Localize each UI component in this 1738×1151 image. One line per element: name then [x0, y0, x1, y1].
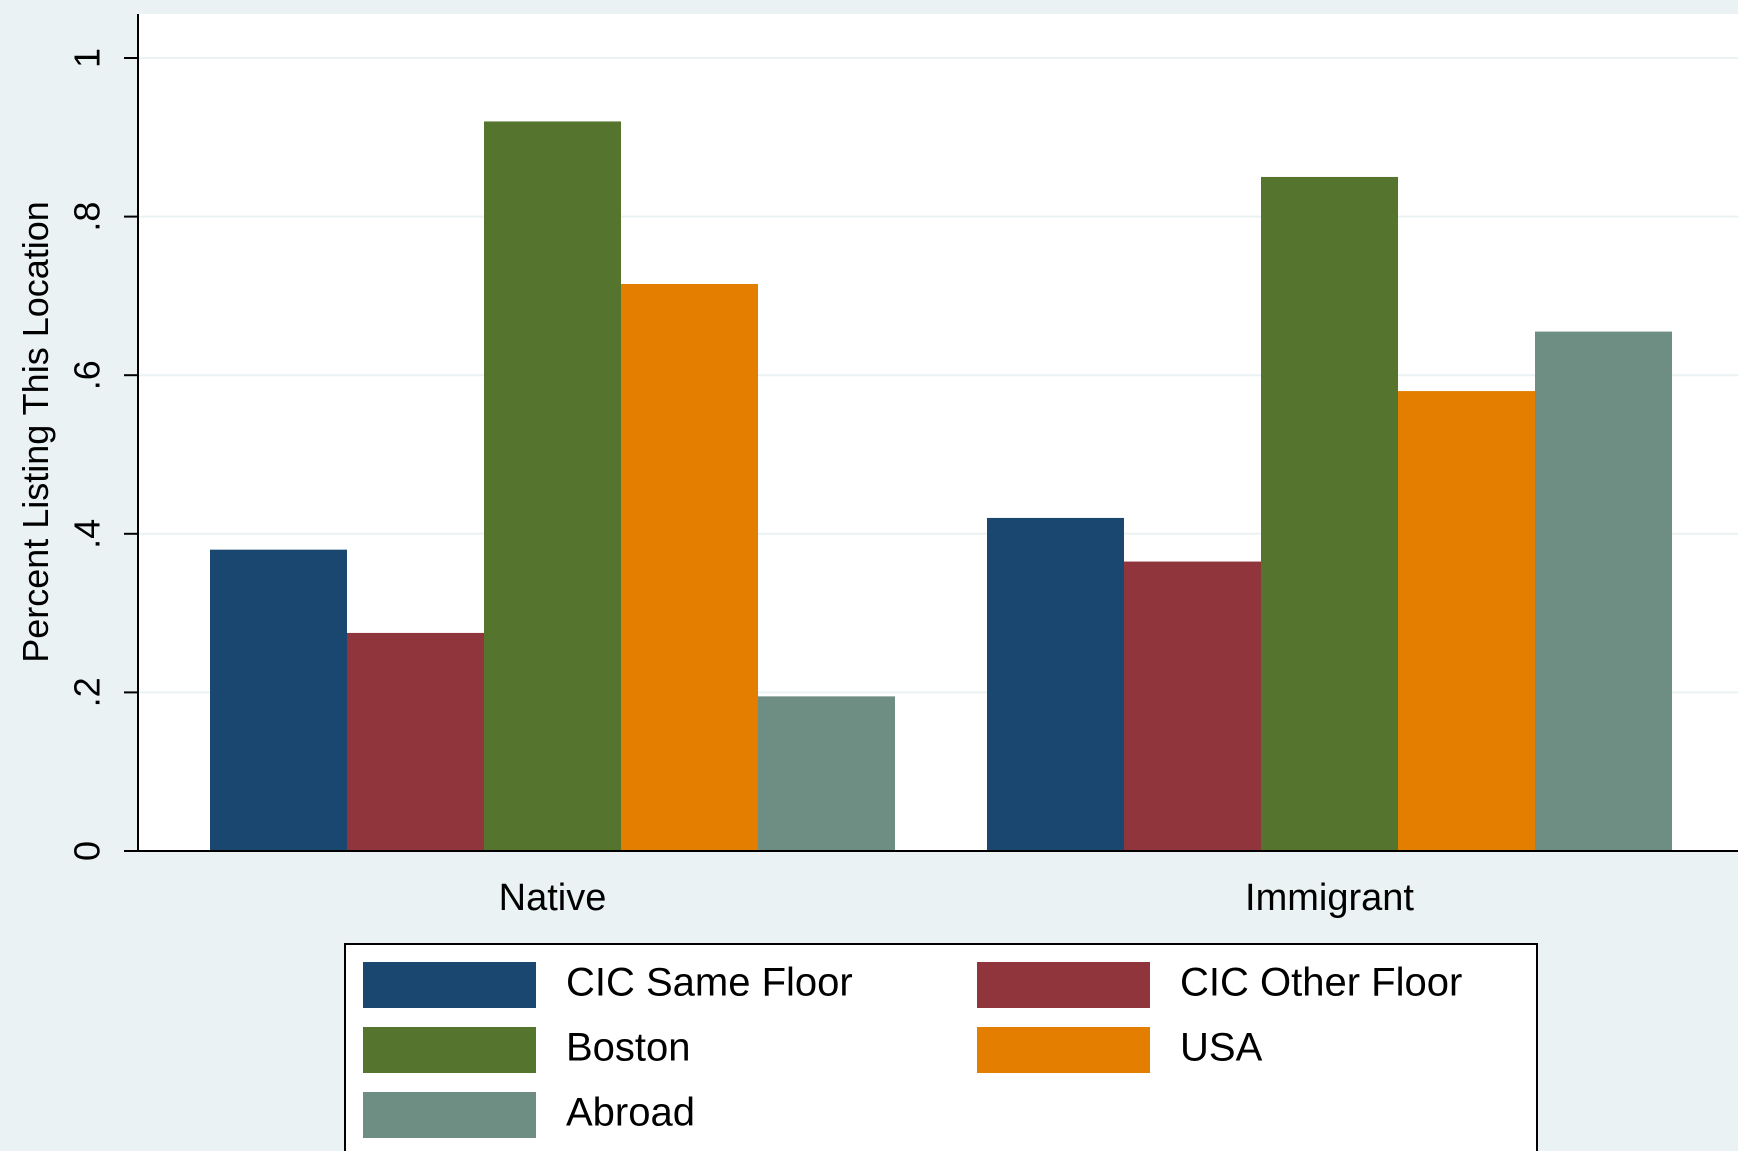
x-category-label: Immigrant — [1245, 877, 1414, 919]
bar-immigrant-cic-same-floor — [987, 517, 1124, 851]
y-tick-label: 1 — [67, 48, 108, 68]
legend-swatch — [363, 962, 536, 1008]
legend-swatch — [363, 1027, 536, 1073]
x-category-label: Native — [499, 877, 607, 919]
bar-immigrant-abroad — [1535, 331, 1672, 852]
axes — [137, 14, 1738, 852]
y-ticks: 0 .2 .4 .6 .8 1 — [67, 48, 138, 861]
y-tick-label: .4 — [67, 519, 108, 549]
bars — [210, 121, 1672, 852]
legend-swatch — [977, 1027, 1150, 1073]
y-axis-title: Percent Listing This Location — [15, 201, 56, 663]
legend-swatch — [977, 962, 1150, 1008]
bar-native-cic-same-floor — [210, 549, 347, 851]
y-tick-label: 0 — [67, 841, 108, 861]
legend-label: Boston — [566, 1026, 691, 1070]
bar-immigrant-cic-other-floor — [1124, 561, 1261, 851]
y-tick-label: .2 — [67, 677, 108, 707]
legend-box — [344, 943, 1538, 1151]
bar-native-abroad — [758, 696, 895, 851]
bar-native-boston — [484, 121, 621, 851]
bar-native-usa — [621, 284, 758, 851]
y-tick-label: .8 — [67, 202, 108, 232]
legend: CIC Same Floor CIC Other Floor Boston USA Ab… — [344, 943, 1538, 1151]
x-category-labels: Native Immigrant — [499, 877, 1415, 919]
legend-label: CIC Other Floor — [1180, 961, 1462, 1005]
bar-immigrant-boston — [1261, 176, 1398, 851]
legend-label: Abroad — [566, 1091, 695, 1135]
bar-immigrant-usa — [1398, 391, 1535, 851]
legend-label: USA — [1180, 1026, 1263, 1070]
legend-label: CIC Same Floor — [566, 961, 853, 1005]
legend-swatch — [363, 1092, 536, 1138]
y-tick-label: .6 — [67, 360, 108, 390]
bar-native-cic-other-floor — [347, 632, 484, 851]
